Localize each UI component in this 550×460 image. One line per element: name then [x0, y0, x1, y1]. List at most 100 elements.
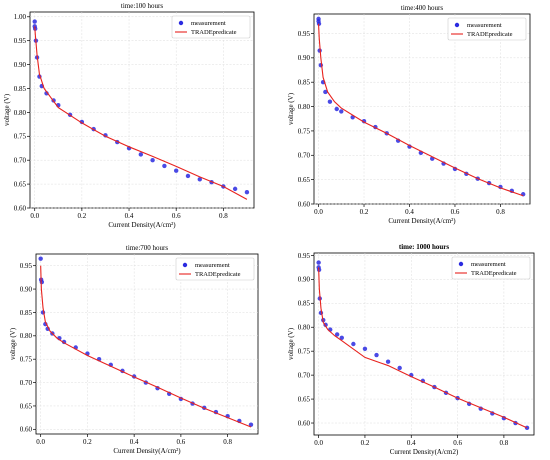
legend-marker-measurement — [454, 22, 460, 28]
x-tick-label: 0.2 — [361, 439, 370, 447]
measurement-point — [232, 186, 238, 192]
chart-panel-3: 0.0 0.2 0.4 0.6 0.8 0.60 0.65 0.70 0.75 0.80 0.85 0… — [9, 244, 259, 455]
y-tick-label: 0.80 — [298, 103, 311, 111]
y-tick-label: 0.90 — [20, 285, 33, 293]
measurement-point — [339, 109, 344, 114]
chart-panel-2: 0.0 0.2 0.4 0.6 0.8 0.60 0.65 0.70 0.75 0.80 0.85 0… — [287, 4, 531, 225]
y-tick-label: 0.60 — [14, 204, 27, 212]
y-tick-label: 0.75 — [298, 348, 311, 356]
chart-title: time:400 hours — [401, 4, 443, 12]
y-tick-label: 0.75 — [20, 356, 33, 364]
series-layer — [316, 16, 526, 197]
y-tick-label: 0.70 — [20, 379, 33, 387]
chart-title: time:100 hours — [121, 2, 163, 10]
x-tick-label: 0.6 — [453, 439, 462, 447]
series-layer — [32, 19, 250, 200]
x-tick-label: 0.4 — [125, 212, 134, 220]
legend-label-predicate: TRADEpredicate — [467, 31, 513, 38]
plot-frame — [313, 252, 535, 436]
legend-marker-measurement — [178, 20, 184, 26]
chart-title: time: 1000 hours — [399, 243, 449, 251]
y-tick-label: 0.80 — [298, 324, 311, 332]
y-axis-label: voltage (V) — [9, 327, 17, 360]
plot-frame — [29, 11, 255, 209]
measurement-point — [39, 279, 45, 285]
x-tick-label: 0.0 — [314, 439, 323, 447]
y-tick-label: 0.60 — [298, 200, 311, 208]
x-tick-label: 0.4 — [405, 208, 414, 216]
y-tick-label: 0.90 — [298, 54, 311, 62]
y-tick-label: 0.65 — [298, 395, 311, 403]
y-tick-label: 0.80 — [20, 332, 33, 340]
legend-marker-measurement — [182, 262, 188, 268]
chart-panel-1: 0.0 0.2 0.4 0.6 0.8 0.60 0.65 0.70 0.75 0.80 0.85 0… — [3, 2, 255, 229]
y-tick-label: 0.60 — [298, 419, 311, 427]
x-tick-label: 0.4 — [407, 439, 416, 447]
measurement-point — [327, 99, 333, 104]
y-tick-label: 0.75 — [14, 133, 27, 141]
measurement-point — [351, 341, 356, 347]
measurement-point — [334, 332, 340, 337]
plot-frame — [35, 253, 259, 435]
measurement-point — [334, 106, 339, 112]
measurement-point — [248, 422, 254, 427]
y-tick-label: 0.90 — [298, 276, 311, 284]
legend: measurement TRADEpredicate — [447, 17, 527, 41]
legend-box — [447, 17, 527, 41]
measurement-point — [138, 152, 144, 157]
y-tick-label: 0.70 — [298, 372, 311, 380]
x-tick-label: 0.8 — [496, 208, 505, 216]
y-tick-label: 0.65 — [298, 176, 311, 184]
measurement-point — [173, 168, 179, 173]
x-axis-label: Current Density(A/cm²) — [388, 217, 456, 225]
series-layer — [316, 260, 530, 431]
measurement-point — [362, 346, 368, 351]
legend: measurement TRADEpredicate — [171, 15, 251, 39]
y-tick-label: 0.85 — [20, 309, 33, 317]
legend-label-predicate: TRADEpredicate — [191, 29, 237, 36]
y-tick-label: 0.80 — [14, 109, 27, 117]
predicate-line — [318, 267, 528, 429]
legend-box — [175, 257, 255, 281]
chart-title: time:700 hours — [126, 244, 168, 252]
legend-box — [451, 256, 531, 280]
predicate-line — [318, 23, 524, 197]
measurement-point — [38, 256, 43, 261]
x-tick-label: 0.8 — [223, 438, 232, 446]
y-tick-label: 0.95 — [20, 262, 33, 270]
measurement-point — [397, 365, 402, 371]
y-axis-label: voltage (V) — [3, 93, 11, 126]
measurement-point — [162, 163, 167, 169]
y-tick-label: 0.65 — [14, 180, 27, 188]
x-axis-label: Current Density(A/cm²) — [108, 221, 176, 229]
y-tick-label: 0.70 — [14, 157, 27, 165]
y-tick-label: 0.95 — [298, 30, 311, 38]
y-tick-label: 0.85 — [298, 300, 311, 308]
legend-label-measurement: measurement — [191, 20, 226, 27]
x-tick-label: 0.2 — [83, 438, 92, 446]
measurement-point — [339, 335, 344, 340]
predicate-line — [40, 265, 252, 428]
x-tick-label: 0.2 — [77, 212, 86, 220]
measurement-point — [316, 260, 321, 265]
predicate-line — [34, 26, 248, 200]
y-axis-label: voltage (V) — [287, 327, 295, 360]
y-tick-label: 0.65 — [20, 402, 33, 410]
legend: measurement TRADEpredicate — [175, 257, 255, 281]
legend-label-predicate: TRADEpredicate — [195, 271, 241, 278]
x-tick-label: 0.6 — [172, 212, 181, 220]
x-tick-label: 0.0 — [314, 208, 323, 216]
measurement-point — [385, 359, 391, 364]
x-tick-label: 0.6 — [177, 438, 186, 446]
measurement-point — [32, 19, 37, 24]
y-axis-label: voltage (V) — [287, 92, 295, 125]
x-tick-label: 0.6 — [451, 208, 460, 216]
x-axis-label: Current Density(A/cm2) — [390, 448, 459, 456]
y-tick-label: 1.00 — [14, 13, 27, 21]
legend-label-predicate: TRADEpredicate — [471, 270, 517, 277]
y-tick-label: 0.95 — [14, 37, 27, 45]
legend-label-measurement: measurement — [471, 261, 506, 268]
legend-label-measurement: measurement — [195, 262, 230, 269]
measurement-point — [150, 157, 155, 163]
